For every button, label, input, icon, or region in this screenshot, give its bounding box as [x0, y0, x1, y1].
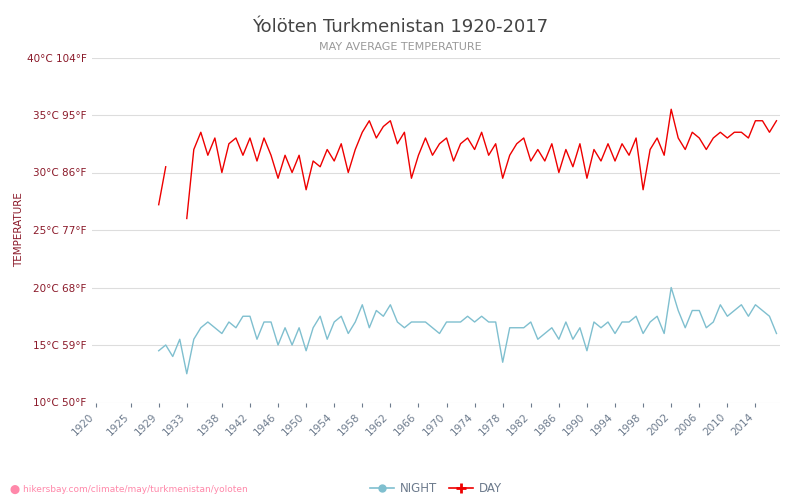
Y-axis label: TEMPERATURE: TEMPERATURE	[14, 192, 24, 268]
Legend: NIGHT, DAY: NIGHT, DAY	[366, 478, 506, 500]
Text: Ýolöten Turkmenistan 1920-2017: Ýolöten Turkmenistan 1920-2017	[252, 18, 548, 36]
Text: ⬤ hikersbay.com/climate/may/turkmenistan/yoloten: ⬤ hikersbay.com/climate/may/turkmenistan…	[10, 485, 247, 494]
Text: MAY AVERAGE TEMPERATURE: MAY AVERAGE TEMPERATURE	[318, 42, 482, 52]
